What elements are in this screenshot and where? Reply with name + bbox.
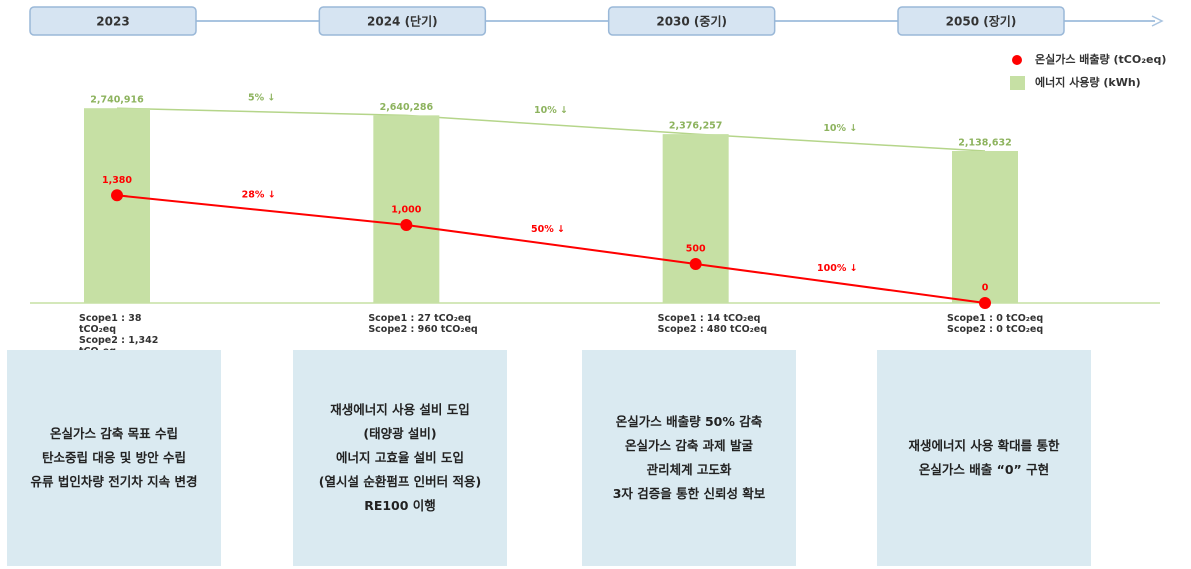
plan-line: 재생에너지 사용 설비 도입 — [330, 402, 470, 417]
scope-line: Scope1 : 38 tCO₂eq — [79, 313, 142, 335]
scope-text: Scope1 : 0 tCO₂eq Scope2 : 0 tCO₂eq — [947, 313, 1077, 335]
legend-label: 에너지 사용량 (kWh) — [1035, 75, 1141, 89]
plan-line: 유류 법인차량 전기차 지속 변경 — [30, 474, 198, 489]
point — [689, 257, 702, 270]
year-label: 2024 (단기) — [367, 14, 438, 29]
point — [979, 297, 991, 309]
plan-line: 에너지 고효율 설비 도입 — [335, 450, 465, 465]
plan-box: 재생에너지 사용 설비 도입 (태양광 설비) 에너지 고효율 설비 도입 (열시설 … — [293, 350, 507, 566]
trend-line — [116, 107, 986, 152]
line — [116, 194, 986, 304]
plan-line: 3자 검증을 통한 신뢰성 확보 — [612, 486, 766, 501]
bar — [373, 115, 440, 303]
bar — [662, 134, 729, 303]
change-label: 10% ↓ — [823, 123, 857, 134]
point-value-label: 1,380 — [102, 175, 132, 186]
change-label: 10% ↓ — [534, 105, 568, 116]
change-label: 5% ↓ — [248, 92, 275, 103]
year-box — [318, 6, 487, 36]
scope-line: Scope1 : 27 tCO₂eq — [368, 313, 472, 324]
point-value-label: 500 — [686, 243, 706, 254]
scope-line: Scope2 : 960 tCO₂eq — [368, 324, 478, 335]
plan-line: 온실가스 배출 “0” 구현 — [918, 462, 1050, 477]
plan-line: 재생에너지 사용 확대를 통한 — [908, 438, 1060, 453]
year-box — [607, 6, 776, 36]
scope-text: Scope1 : 27 tCO₂eq Scope2 : 960 tCO₂eq — [368, 313, 498, 335]
year-label: 2023 — [96, 15, 129, 29]
change-label: 100% ↓ — [817, 263, 858, 274]
scope-text: Scope1 : 14 tCO₂eq Scope2 : 480 tCO₂eq — [658, 313, 788, 335]
scope-line: Scope2 : 0 tCO₂eq — [947, 324, 1044, 335]
scope-line: Scope1 : 0 tCO₂eq — [947, 313, 1044, 324]
bar-value-label: 2,740,916 — [90, 95, 144, 106]
plan-line: RE100 이행 — [364, 498, 436, 513]
timeline-arrow — [1151, 15, 1164, 27]
plan-line: (열시설 순환펌프 인버터 적용) — [318, 474, 482, 489]
year-label: 2050 (장기) — [946, 14, 1017, 29]
year-box — [29, 6, 197, 36]
plan-line: (태양광 설비) — [363, 426, 437, 441]
plan-line: 온실가스 배출량 50% 감축 — [615, 414, 763, 429]
scope-line: Scope2 : 480 tCO₂eq — [657, 324, 768, 335]
plan-line: 관리체계 고도화 — [646, 462, 732, 477]
bar-value-label: 2,640,286 — [380, 102, 434, 113]
bar — [84, 108, 150, 303]
plan-line: 온실가스 감축 과제 발굴 — [624, 438, 754, 453]
point — [400, 218, 413, 231]
change-label: 28% ↓ — [242, 190, 276, 201]
point-value-label: 0 — [982, 283, 989, 294]
change-label: 50% ↓ — [531, 224, 565, 235]
point — [111, 189, 123, 202]
legend-swatch — [1010, 76, 1025, 90]
point-value-label: 1,000 — [391, 204, 421, 215]
legend-label: 온실가스 배출량 (tCO₂eq) — [1035, 52, 1166, 66]
bar — [952, 151, 1018, 303]
year-label: 2030 (중기) — [656, 14, 727, 29]
scope-line: Scope1 : 14 tCO₂eq — [657, 313, 761, 324]
plan-line: 온실가스 감축 목표 수립 — [49, 426, 179, 441]
legend-swatch — [1012, 55, 1022, 65]
plan-line: 탄소중립 대응 및 방안 수립 — [42, 450, 186, 465]
bar-value-label: 2,138,632 — [958, 138, 1012, 149]
year-box — [897, 6, 1065, 36]
bar-value-label: 2,376,257 — [669, 121, 723, 132]
